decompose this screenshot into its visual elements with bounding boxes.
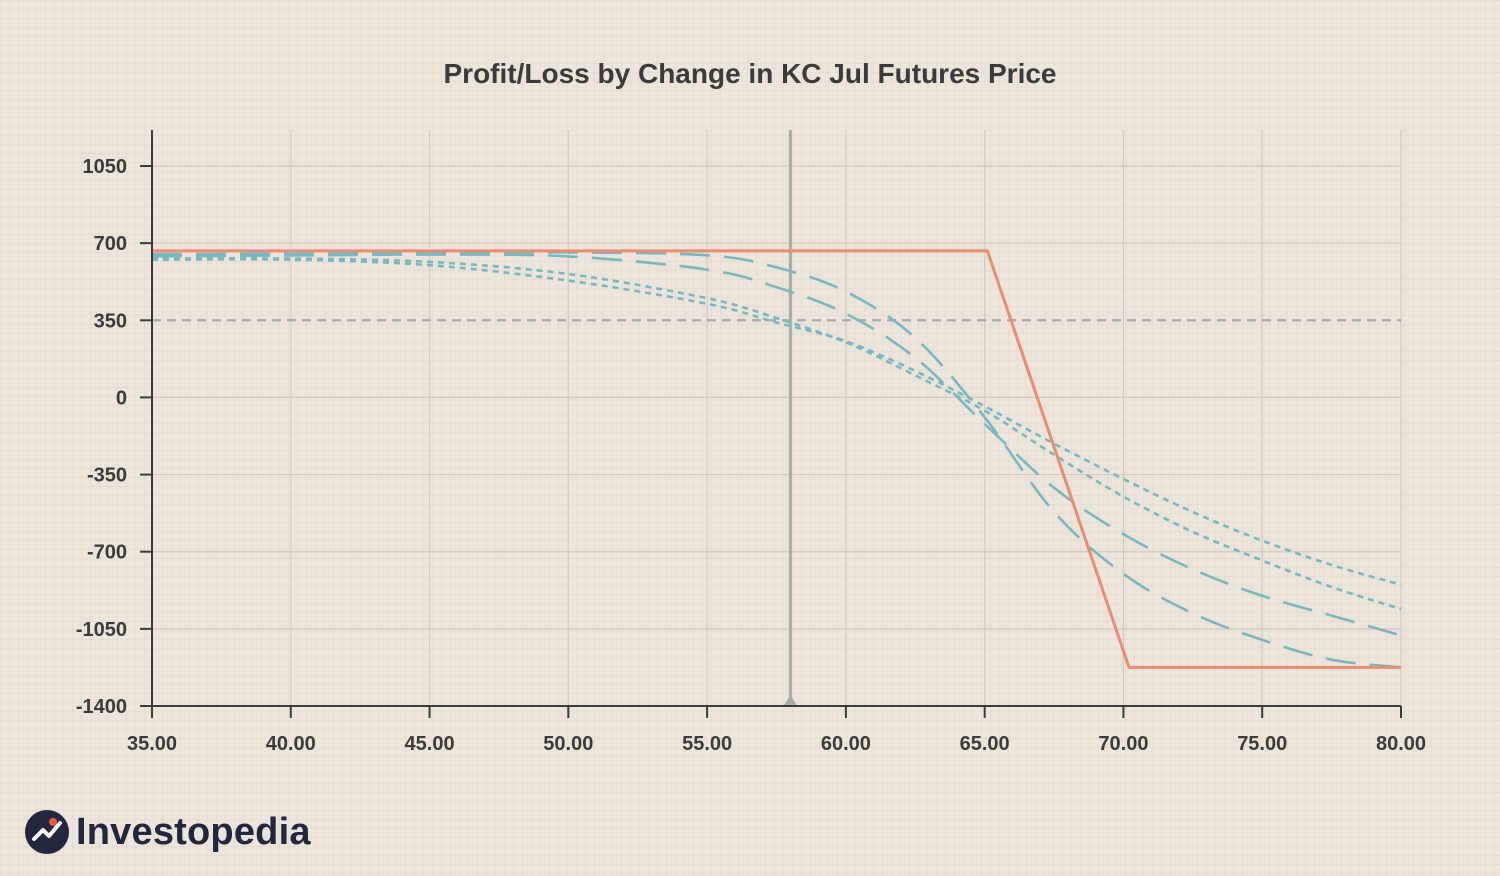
x-tick-label: 80.00 — [1376, 733, 1426, 755]
series-line-4 — [151, 258, 1402, 587]
y-tick-label: 1050 — [83, 156, 128, 178]
x-tick-label: 75.00 — [1237, 733, 1287, 755]
series-line-3 — [151, 257, 1402, 611]
x-tick-label: 50.00 — [543, 733, 593, 755]
series-line-1 — [151, 250, 1402, 669]
series-line-2 — [151, 253, 1402, 637]
tick-layer: 35.00 40.00 45.00 50.00 55.00 60.00 65.00 70.00… — [76, 156, 1426, 755]
series-layer — [151, 249, 1402, 669]
axis-layer — [151, 130, 1401, 707]
y-tick-label: 700 — [94, 233, 127, 255]
x-tick-label: 35.00 — [127, 733, 177, 755]
chart-title: Profit/Loss by Change in KC Jul Futures … — [443, 58, 1057, 89]
series-line-expiration — [152, 249, 1401, 669]
investopedia-logo-icon — [25, 810, 69, 854]
y-tick-label: 350 — [94, 310, 127, 332]
x-tick-label: 60.00 — [821, 733, 871, 755]
reference-lines — [152, 130, 1401, 706]
x-tick-label: 70.00 — [1098, 733, 1148, 755]
x-tick-label: 40.00 — [266, 733, 316, 755]
investopedia-logo: Investopedia — [24, 806, 311, 858]
y-tick-label: 0 — [116, 387, 127, 409]
y-tick-label: -700 — [87, 542, 127, 564]
brand-name: Investopedia — [76, 810, 311, 853]
current-price-marker — [783, 695, 798, 706]
x-tick-label: 65.00 — [960, 733, 1010, 755]
x-tick-label: 45.00 — [405, 733, 455, 755]
grid-layer — [151, 130, 1402, 707]
x-tick-label: 55.00 — [682, 733, 732, 755]
y-tick-label: -350 — [87, 465, 127, 487]
y-tick-label: -1050 — [76, 619, 127, 641]
y-tick-label: -1400 — [76, 696, 127, 718]
